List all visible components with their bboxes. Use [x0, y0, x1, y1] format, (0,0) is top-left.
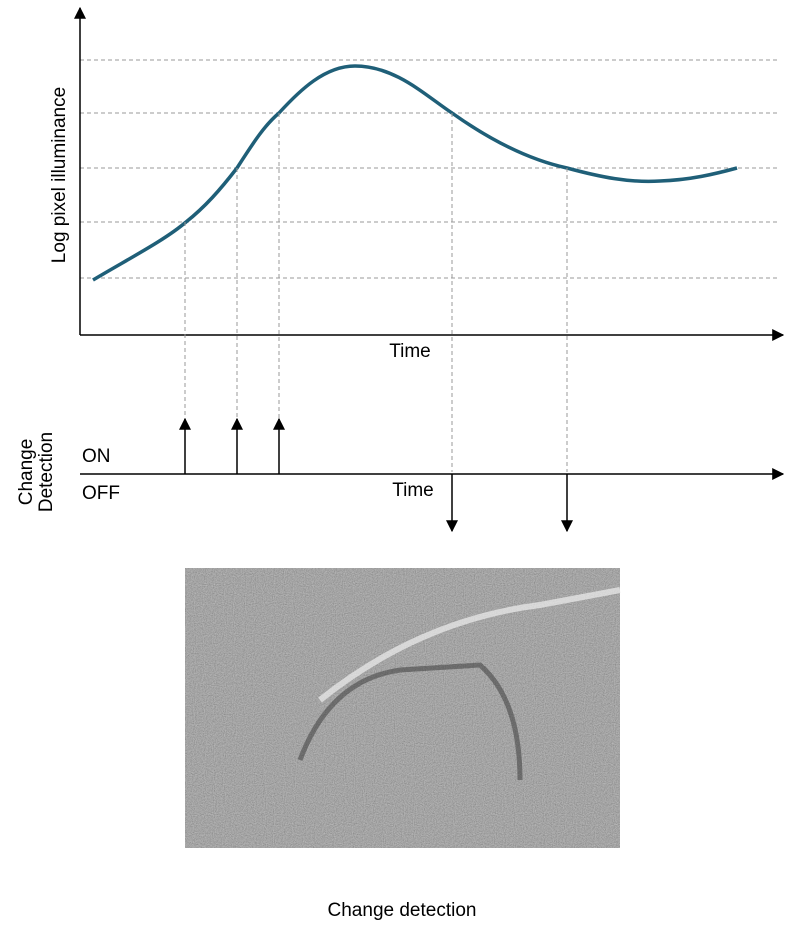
image-shape: [297, 662, 523, 781]
change-image: [185, 568, 621, 848]
grid: [80, 59, 780, 279]
y-axis-label: Log pixel illuminance: [49, 87, 70, 263]
image-texture: [185, 568, 620, 848]
detection-label: Detection: [36, 432, 57, 512]
on-label: ON: [82, 446, 111, 467]
illuminance-curve: [92, 64, 738, 282]
off-label: OFF: [82, 483, 120, 504]
x-axis-label: Time: [389, 341, 431, 362]
image-shape: [318, 587, 621, 703]
time-axis-label: Time: [392, 480, 434, 501]
image-caption: Change detection: [328, 900, 477, 921]
guides: [184, 113, 568, 472]
detection-label: Change: [16, 439, 37, 506]
